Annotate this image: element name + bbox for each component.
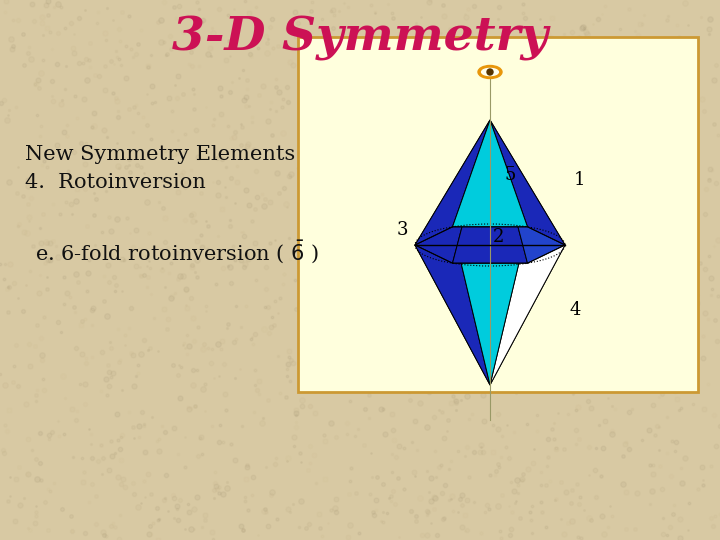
Text: 2: 2 (492, 228, 504, 246)
Polygon shape (490, 120, 565, 245)
Polygon shape (452, 263, 528, 385)
Text: 4: 4 (570, 301, 581, 319)
Bar (298, 37, 698, 392)
Polygon shape (415, 227, 490, 385)
Text: 3-D Symmetry: 3-D Symmetry (172, 15, 548, 61)
Text: 1: 1 (575, 171, 586, 189)
Ellipse shape (482, 69, 498, 76)
Polygon shape (452, 227, 528, 385)
Ellipse shape (478, 65, 502, 78)
Text: 5: 5 (504, 166, 516, 184)
Polygon shape (415, 120, 490, 263)
Text: New Symmetry Elements: New Symmetry Elements (25, 145, 295, 165)
Polygon shape (490, 245, 565, 385)
Polygon shape (452, 120, 528, 227)
Text: 4.  Rotoinversion: 4. Rotoinversion (25, 172, 206, 192)
Circle shape (487, 69, 493, 75)
Text: e. 6-fold rotoinversion ( $\bar{6}$ ): e. 6-fold rotoinversion ( $\bar{6}$ ) (35, 239, 319, 265)
Polygon shape (490, 120, 565, 263)
Text: 3: 3 (396, 221, 408, 239)
Polygon shape (490, 227, 565, 385)
Polygon shape (452, 120, 528, 263)
Polygon shape (415, 245, 490, 385)
Polygon shape (415, 120, 490, 245)
